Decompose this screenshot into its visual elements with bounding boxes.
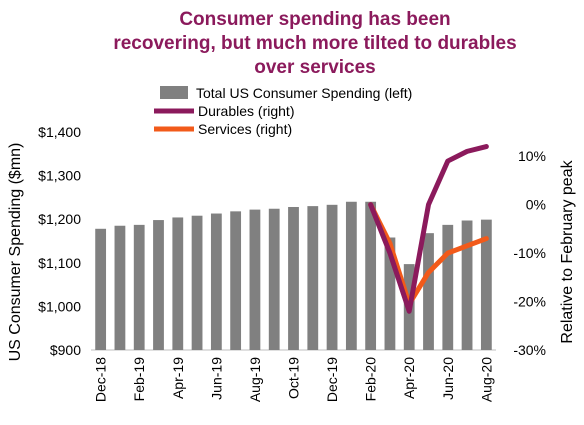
x-tick-label: Aug-19: [247, 357, 263, 402]
bar-May-20: [423, 233, 434, 350]
x-tick-label: Dec-18: [93, 357, 109, 402]
bar-Jul-20: [461, 220, 473, 350]
x-tick-label: Apr-19: [170, 357, 186, 399]
right-axis-ticks: -30% -20% -10% 0% 10%: [513, 148, 546, 358]
x-tick-label: Aug-20: [478, 357, 494, 402]
chart-title-line-2: recovering, but much more tilted to dura…: [113, 33, 516, 54]
x-axis-ticks: Dec-18 Feb-19 Apr-19 Jun-19 Aug-19 Oct-19 Dec-…: [93, 357, 495, 402]
left-axis-ticks: $900 $1,000 $1,100 $1,200 $1,300 $1,400: [38, 124, 81, 358]
bar-Oct-19: [288, 206, 299, 350]
x-tick-label: Feb-19: [131, 357, 147, 402]
legend-swatch-total: [160, 86, 188, 99]
legend: Total US Consumer Spending (left) Durabl…: [154, 85, 412, 137]
bar-Mar-20: [384, 237, 396, 350]
right-tick-label: -30%: [513, 342, 546, 358]
bar-May-19: [191, 215, 203, 350]
x-tick-label: Oct-19: [286, 357, 302, 399]
left-axis-label: US Consumer Spending ($mn): [7, 143, 24, 362]
x-tick-label: Jun-20: [440, 357, 456, 400]
line-durables: [368, 144, 489, 314]
x-tick-label: Feb-20: [363, 357, 379, 402]
x-tick-label: Dec-19: [324, 357, 340, 402]
bar-Jun-20: [442, 224, 454, 350]
left-tick-label: $1,300: [38, 168, 81, 184]
left-tick-label: $1,000: [38, 298, 81, 314]
bar-Dec-19: [326, 204, 338, 350]
bar-Feb-19: [133, 224, 145, 350]
bar-Aug-19: [249, 209, 261, 350]
bar-series: [95, 201, 492, 350]
left-tick-label: $900: [50, 342, 81, 358]
line-services: [368, 202, 489, 307]
bar-Jan-20: [345, 201, 357, 350]
bar-Dec-18: [95, 228, 107, 350]
bar-Nov-19: [307, 206, 319, 350]
right-tick-label: 10%: [518, 148, 546, 164]
bar-Sep-19: [268, 208, 280, 350]
x-tick-label: Apr-20: [401, 357, 417, 399]
bar-Feb-20: [365, 201, 377, 350]
legend-label-total: Total US Consumer Spending (left): [196, 85, 412, 101]
left-tick-label: $1,200: [38, 211, 81, 227]
chart-title-line-3: over services: [254, 57, 376, 78]
right-axis-label: Relative to February peak: [559, 159, 576, 343]
chart-title-line-1: Consumer spending has been: [179, 9, 450, 30]
x-tick-label: Jun-19: [208, 357, 224, 400]
bar-Jan-19: [114, 225, 126, 350]
bar-Jul-19: [230, 211, 242, 350]
left-tick-label: $1,100: [38, 255, 81, 271]
right-tick-label: -20%: [513, 294, 546, 310]
legend-label-services: Services (right): [198, 121, 292, 137]
legend-label-durables: Durables (right): [198, 103, 294, 119]
bar-Mar-19: [153, 220, 164, 350]
right-tick-label: -10%: [513, 245, 546, 261]
chart-title: Consumer spending has been recovering, b…: [113, 9, 516, 78]
bar-Aug-20: [480, 219, 492, 350]
bar-Apr-19: [172, 217, 184, 350]
left-tick-label: $1,400: [38, 124, 81, 140]
bar-Jun-19: [210, 213, 222, 350]
line-series-group: [368, 144, 489, 314]
right-tick-label: 0%: [526, 197, 546, 213]
